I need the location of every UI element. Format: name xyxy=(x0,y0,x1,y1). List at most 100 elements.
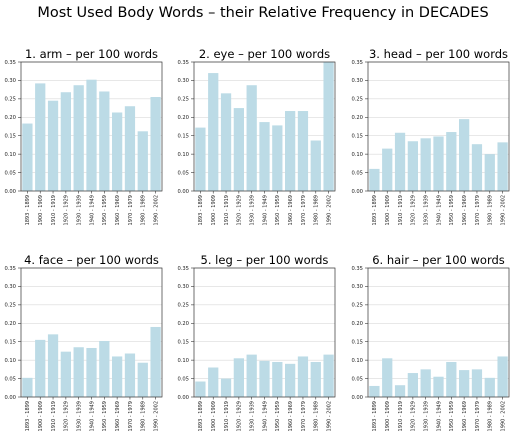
x-tick-label: 1950 - 1959 xyxy=(449,195,455,225)
y-tick-label: 0.20 xyxy=(177,115,189,121)
bar xyxy=(73,347,84,397)
x-tick-label: 1980 - 1989 xyxy=(488,195,494,225)
y-tick-label: 0.00 xyxy=(4,189,16,195)
x-tick-label: 1950 - 1959 xyxy=(275,401,281,431)
x-tick-label: 1960 - 1969 xyxy=(288,195,294,225)
bar xyxy=(99,340,110,397)
bar xyxy=(60,351,71,397)
x-tick-label: 1930 - 1939 xyxy=(249,195,255,225)
bar xyxy=(22,377,33,397)
bar xyxy=(195,127,206,191)
bar xyxy=(137,131,148,191)
y-tick-label: 0.15 xyxy=(4,340,16,346)
y-tick-label: 0.30 xyxy=(177,78,189,84)
x-tick-label: 1900 - 1909 xyxy=(385,401,391,431)
y-tick-label: 0.25 xyxy=(4,97,16,103)
bar xyxy=(394,132,406,191)
y-tick-label: 0.35 xyxy=(351,60,363,66)
y-tick-label: 0.25 xyxy=(351,303,363,309)
bar xyxy=(259,360,270,397)
y-tick-label: 0.00 xyxy=(4,395,16,401)
chart-panel-5: 5. leg – per 100 words 0.00 0.05 0.10 0.15 0.… xyxy=(177,253,336,431)
y-tick-label: 0.35 xyxy=(177,60,189,66)
bar xyxy=(60,92,71,191)
y-tick-label: 0.20 xyxy=(4,115,16,121)
bar xyxy=(137,362,148,397)
bar xyxy=(233,358,244,397)
bar xyxy=(124,106,136,191)
x-tick-label: 1893 - 1899 xyxy=(25,401,31,431)
y-tick-label: 0.20 xyxy=(4,321,16,327)
bar xyxy=(259,122,270,191)
y-tick-label: 0.05 xyxy=(351,170,363,176)
bar xyxy=(407,141,418,191)
chart-title: 3. head – per 100 words xyxy=(369,47,508,61)
x-tick-label: 1920 - 1929 xyxy=(64,401,70,431)
y-tick-label: 0.05 xyxy=(4,170,16,176)
x-tick-label: 1930 - 1939 xyxy=(76,401,82,431)
bar xyxy=(382,358,393,397)
x-tick-label: 1910 - 1919 xyxy=(51,195,57,225)
x-tick-label: 1980 - 1989 xyxy=(314,401,320,431)
bar xyxy=(99,91,110,191)
y-tick-label: 0.35 xyxy=(351,266,363,272)
x-tick-label: 1990 - 2002 xyxy=(153,401,159,431)
x-tick-label: 1990 - 2002 xyxy=(500,195,506,225)
y-tick-label: 0.35 xyxy=(4,60,16,66)
bar xyxy=(233,108,244,191)
y-tick-label: 0.30 xyxy=(177,284,189,290)
y-tick-label: 0.00 xyxy=(351,395,363,401)
y-tick-label: 0.15 xyxy=(177,134,189,140)
y-tick-label: 0.05 xyxy=(177,170,189,176)
bar xyxy=(220,93,232,191)
bar xyxy=(112,112,123,191)
x-tick-label: 1970 - 1979 xyxy=(301,195,307,225)
chart-title: 1. arm – per 100 words xyxy=(25,47,158,61)
y-tick-label: 0.30 xyxy=(4,284,16,290)
x-tick-label: 1950 - 1959 xyxy=(449,401,455,431)
y-tick-label: 0.25 xyxy=(177,303,189,309)
x-tick-label: 1910 - 1919 xyxy=(398,401,404,431)
x-tick-label: 1950 - 1959 xyxy=(102,401,108,431)
x-tick-label: 1940 - 1949 xyxy=(262,401,268,431)
bar xyxy=(297,111,309,191)
x-tick-label: 1893 - 1899 xyxy=(25,195,31,225)
x-tick-label: 1970 - 1979 xyxy=(301,401,307,431)
bar xyxy=(195,381,206,397)
y-tick-label: 0.10 xyxy=(351,358,363,364)
chart-panel-1: 1. arm – per 100 words 0.00 0.05 0.10 0.15 0.… xyxy=(4,47,163,225)
x-tick-label: 1970 - 1979 xyxy=(128,401,134,431)
bar xyxy=(407,373,418,397)
chart-title: 5. leg – per 100 words xyxy=(201,253,329,267)
chart-panel-3: 3. head – per 100 words 0.00 0.05 0.10 0.15 0… xyxy=(351,47,510,225)
bar xyxy=(471,144,483,191)
x-tick-label: 1970 - 1979 xyxy=(475,401,481,431)
bar xyxy=(323,354,334,397)
x-tick-label: 1950 - 1959 xyxy=(102,195,108,225)
y-tick-label: 0.10 xyxy=(4,358,16,364)
bar xyxy=(35,83,46,191)
bar xyxy=(150,97,161,191)
bar xyxy=(272,361,283,397)
x-tick-label: 1910 - 1919 xyxy=(224,195,230,225)
y-tick-label: 0.30 xyxy=(4,78,16,84)
x-tick-label: 1940 - 1949 xyxy=(89,401,95,431)
x-tick-label: 1960 - 1969 xyxy=(462,401,468,431)
bar xyxy=(433,136,444,191)
x-tick-label: 1900 - 1909 xyxy=(38,401,44,431)
chart-panel-4: 4. face – per 100 words 0.00 0.05 0.10 0.15 0… xyxy=(4,253,163,431)
chart-title: 4. face – per 100 words xyxy=(24,253,159,267)
y-tick-label: 0.15 xyxy=(351,340,363,346)
x-tick-label: 1930 - 1939 xyxy=(423,195,429,225)
x-tick-label: 1970 - 1979 xyxy=(475,195,481,225)
y-tick-label: 0.25 xyxy=(4,303,16,309)
bar xyxy=(369,385,380,397)
chart-title: 6. hair – per 100 words xyxy=(372,253,505,267)
y-tick-label: 0.25 xyxy=(351,97,363,103)
bar xyxy=(150,326,161,397)
y-tick-label: 0.20 xyxy=(177,321,189,327)
y-tick-label: 0.00 xyxy=(177,395,189,401)
bar xyxy=(73,85,84,191)
x-tick-label: 1920 - 1929 xyxy=(411,401,417,431)
figure-title: Most Used Body Words – their Relative Fr… xyxy=(37,5,488,21)
